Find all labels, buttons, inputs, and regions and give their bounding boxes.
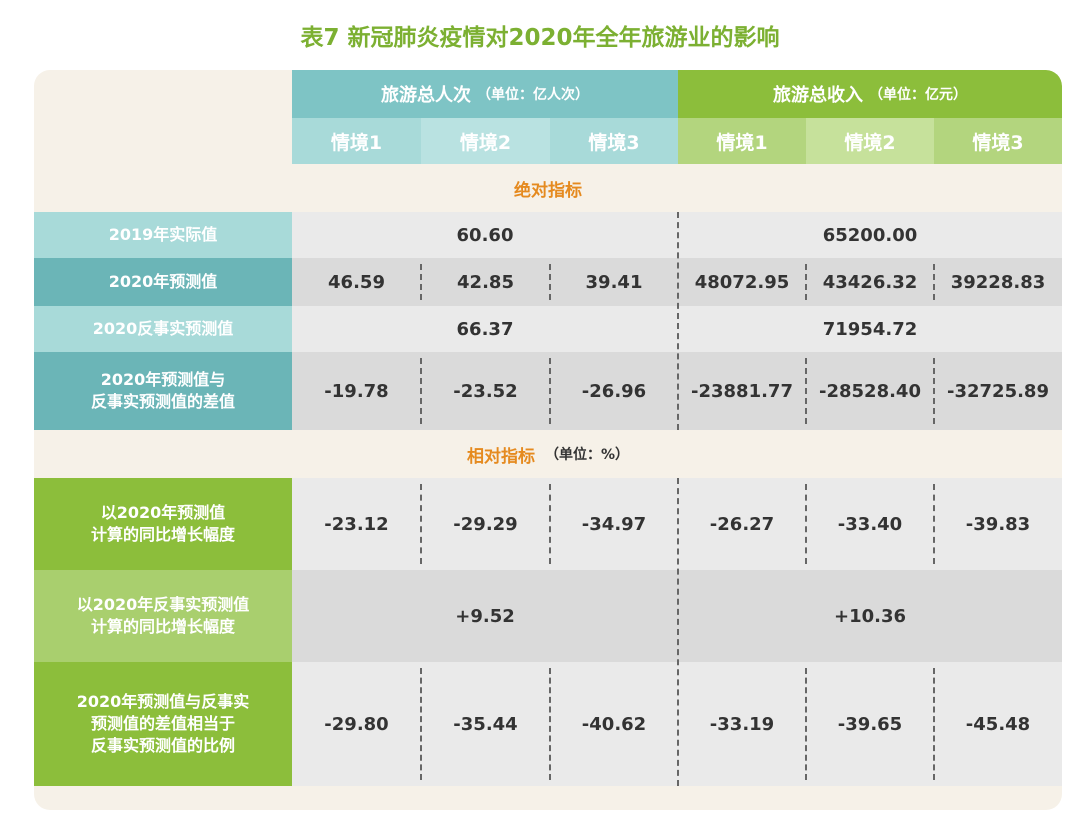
row-cfgrowth-label: 以2020年反事实预测值 计算的同比增长幅度 (34, 570, 292, 662)
divider-ratio-c (805, 668, 807, 780)
row-diff-value-3: -26.96 (581, 380, 647, 402)
divider-diff-c (805, 358, 807, 424)
row-2020-value-1: 46.59 (328, 271, 385, 293)
row-growth-label-line2: 计算的同比增长幅度 (90, 525, 235, 544)
row-2020-value-4: 48072.95 (694, 271, 790, 293)
row-cfgrowth-revenue: +10.36 (833, 605, 907, 627)
row-2020-label: 2020年预测值 (34, 258, 292, 306)
row-2020-value-6: 39228.83 (950, 271, 1046, 293)
row-diff-value-1: -19.78 (324, 380, 389, 402)
section-relative-unit: （单位：%） (544, 447, 630, 463)
header-scenario-5: 情境2 (806, 118, 934, 164)
row-ratio-label-line1: 2020年预测值与反事实 (76, 692, 250, 711)
row-cf-label: 2020反事实预测值 (34, 306, 292, 352)
divider-ratio-a (420, 668, 422, 780)
divider-growth-b (549, 484, 551, 564)
divider-growth-c (805, 484, 807, 564)
row-2019-label: 2019年实际值 (34, 212, 292, 258)
row-ratio-label-line3: 反事实预测值的比例 (90, 736, 235, 755)
divider-center-absolute (677, 212, 679, 430)
section-absolute-title: 绝对指标 (514, 180, 582, 201)
row-2019-trips: 60.60 (456, 224, 514, 246)
divider-ratio-d (933, 668, 935, 780)
header-group-revenue-unit: （单位：亿元） (869, 87, 967, 103)
row-ratio-value-3: -40.62 (581, 713, 647, 735)
header-scenario-3: 情境3 (550, 118, 678, 164)
header-group-revenue-label: 旅游总收入 (773, 85, 863, 106)
row-growth-label-line1: 以2020年预测值 (100, 503, 226, 522)
row-growth-value-6: -39.83 (965, 513, 1031, 535)
row-ratio-value-5: -39.65 (837, 713, 903, 735)
row-growth-value-2: -29.29 (453, 513, 518, 535)
row-cfgrowth-label-line1: 以2020年反事实预测值 (76, 595, 250, 614)
divider-diff-d (933, 358, 935, 424)
row-diff-value-2: -23.52 (453, 380, 518, 402)
divider-2020-d (933, 264, 935, 300)
divider-diff-b (549, 358, 551, 424)
header-group-trips: 旅游总人次 （单位：亿人次） (292, 70, 678, 118)
row-growth-value-5: -33.40 (837, 513, 903, 535)
header-group-trips-unit: （单位：亿人次） (477, 87, 589, 103)
row-growth-value-3: -34.97 (581, 513, 647, 535)
row-ratio-label: 2020年预测值与反事实 预测值的差值相当于 反事实预测值的比例 (34, 662, 292, 786)
row-cfgrowth-trips: +9.52 (455, 605, 515, 627)
header-scenario-6: 情境3 (934, 118, 1062, 164)
divider-diff-a (420, 358, 422, 424)
row-diff-value-4: -23881.77 (691, 380, 793, 402)
divider-2020-c (805, 264, 807, 300)
divider-2020-a (420, 264, 422, 300)
row-cfgrowth-label-line2: 计算的同比增长幅度 (90, 617, 235, 636)
row-diff-value-5: -28528.40 (819, 380, 921, 402)
divider-ratio-b (549, 668, 551, 780)
row-diff-label-line2: 反事实预测值的差值 (90, 392, 235, 411)
header-scenario-4: 情境1 (678, 118, 806, 164)
table-panel: 旅游总人次 （单位：亿人次） 旅游总收入 （单位：亿元） 情境1 情境2 情境3… (34, 70, 1062, 810)
row-diff-label: 2020年预测值与 反事实预测值的差值 (34, 352, 292, 430)
section-absolute: 绝对指标 (34, 164, 1062, 212)
row-diff-label-line1: 2020年预测值与 (100, 370, 226, 389)
row-ratio-value-4: -33.19 (709, 713, 775, 735)
divider-growth-d (933, 484, 935, 564)
row-growth-value-1: -23.12 (324, 513, 389, 535)
divider-growth-a (420, 484, 422, 564)
row-2020-value-3: 39.41 (585, 271, 643, 293)
row-diff-value-6: -32725.89 (947, 380, 1049, 402)
header-group-trips-label: 旅游总人次 (381, 85, 471, 106)
row-2020-value-2: 42.85 (457, 271, 514, 293)
header-group-revenue: 旅游总收入 （单位：亿元） (678, 70, 1062, 118)
row-growth-value-4: -26.27 (709, 513, 775, 535)
table-title: 表7 新冠肺炎疫情对2020年全年旅游业的影响 (300, 25, 780, 51)
row-ratio-label-line2: 预测值的差值相当于 (90, 714, 235, 733)
row-ratio-value-1: -29.80 (324, 713, 389, 735)
row-ratio-value-6: -45.48 (965, 713, 1031, 735)
row-cf-trips: 66.37 (456, 318, 514, 340)
row-2020-value-5: 43426.32 (822, 271, 918, 293)
row-2019-revenue: 65200.00 (822, 224, 918, 246)
row-ratio-value-2: -35.44 (453, 713, 518, 735)
header-scenario-1: 情境1 (292, 118, 421, 164)
section-relative-title: 相对指标 (466, 446, 535, 467)
divider-2020-b (549, 264, 551, 300)
row-growth-label: 以2020年预测值 计算的同比增长幅度 (34, 478, 292, 570)
divider-center-relative (677, 478, 679, 786)
row-cf-revenue: 71954.72 (822, 318, 918, 340)
header-scenario-2: 情境2 (421, 118, 550, 164)
section-relative: 相对指标 （单位：%） (34, 430, 1062, 478)
